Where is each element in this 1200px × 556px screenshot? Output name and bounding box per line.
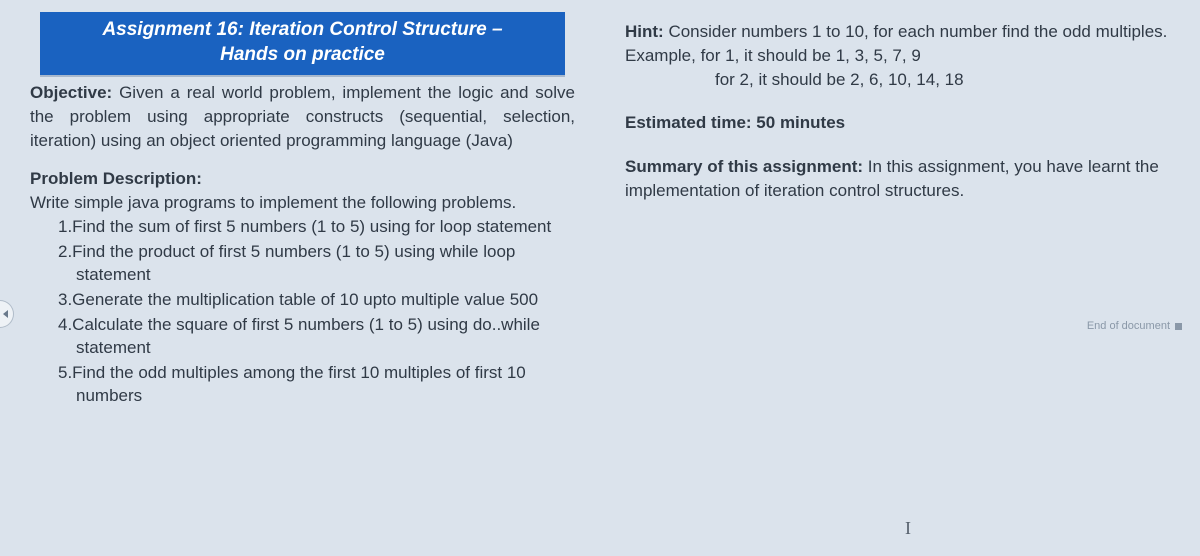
list-item: 2.Find the product of first 5 numbers (1… bbox=[58, 241, 575, 287]
hint-text: Consider numbers 1 to 10, for each numbe… bbox=[664, 22, 1168, 41]
problem-text: Write simple java programs to implement … bbox=[30, 193, 516, 212]
right-column: Hint: Consider numbers 1 to 10, for each… bbox=[625, 12, 1180, 410]
text-cursor: I bbox=[905, 518, 911, 539]
objective-paragraph: Objective: Given a real world problem, i… bbox=[30, 81, 575, 152]
objective-label: Objective: bbox=[30, 83, 112, 102]
summary-paragraph: Summary of this assignment: In this assi… bbox=[625, 155, 1180, 203]
list-item: 1.Find the sum of first 5 numbers (1 to … bbox=[58, 216, 575, 239]
list-item: 4.Calculate the square of first 5 number… bbox=[58, 314, 575, 360]
title-line-2: Hands on practice bbox=[50, 43, 555, 68]
assignment-title-banner: Assignment 16: Iteration Control Structu… bbox=[40, 12, 565, 77]
problem-label: Problem Description: bbox=[30, 169, 202, 188]
list-item: 3.Generate the multiplication table of 1… bbox=[58, 289, 575, 312]
end-square-icon bbox=[1175, 323, 1182, 330]
hint-block: Hint: Consider numbers 1 to 10, for each… bbox=[625, 20, 1180, 91]
objective-text: Given a real world problem, implement th… bbox=[30, 83, 575, 150]
problem-list: 1.Find the sum of first 5 numbers (1 to … bbox=[30, 216, 575, 408]
problem-description: Problem Description: Write simple java p… bbox=[30, 167, 575, 215]
left-column: Assignment 16: Iteration Control Structu… bbox=[30, 12, 575, 410]
estimated-time: Estimated time: 50 minutes bbox=[625, 113, 1180, 133]
end-of-document-text: End of document bbox=[1087, 320, 1170, 332]
title-line-1: Assignment 16: Iteration Control Structu… bbox=[50, 18, 555, 43]
summary-label: Summary of this assignment: bbox=[625, 157, 863, 176]
list-item: 5.Find the odd multiples among the first… bbox=[58, 362, 575, 408]
document-page: Assignment 16: Iteration Control Structu… bbox=[0, 0, 1200, 422]
hint-label: Hint: bbox=[625, 22, 664, 41]
hint-example-2: for 2, it should be 2, 6, 10, 14, 18 bbox=[625, 68, 1180, 92]
hint-example-1: Example, for 1, it should be 1, 3, 5, 7,… bbox=[625, 46, 921, 65]
chevron-left-icon bbox=[3, 310, 8, 318]
end-of-document-marker: End of document bbox=[1087, 320, 1182, 332]
